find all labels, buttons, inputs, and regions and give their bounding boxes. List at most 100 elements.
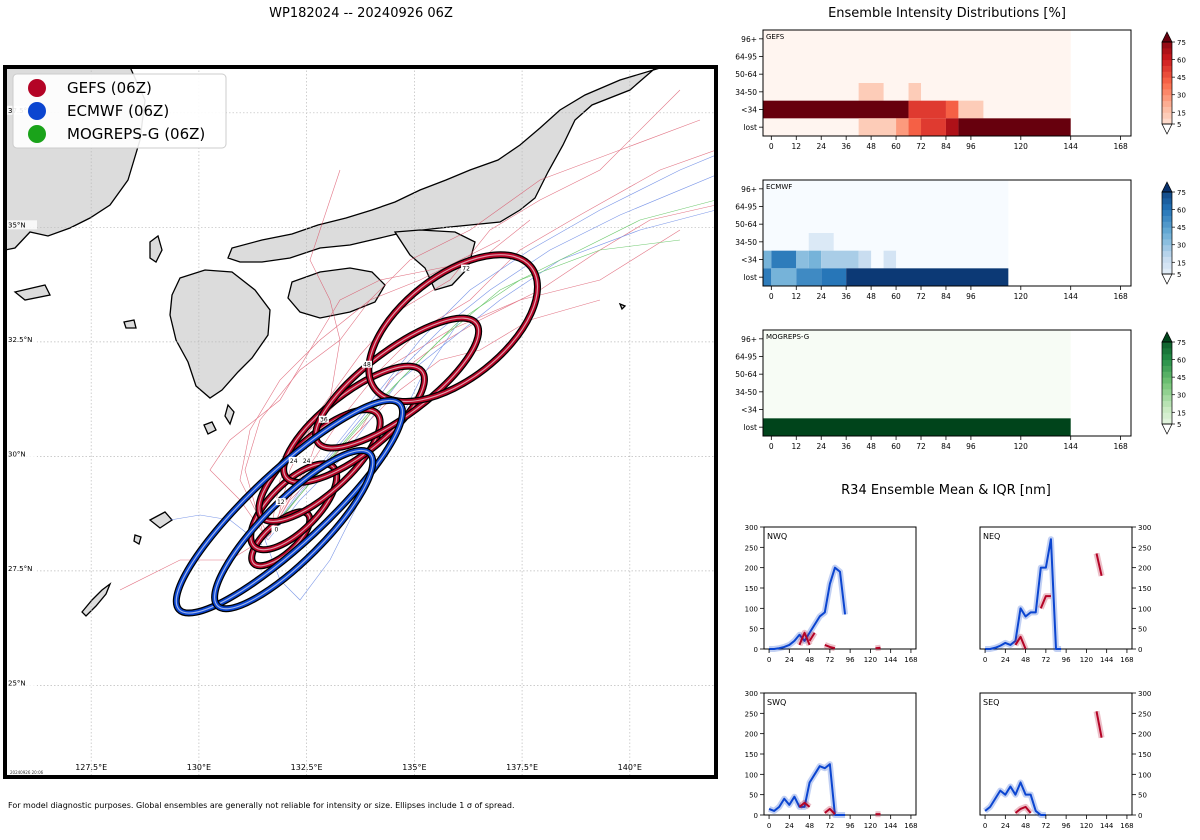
y-tick-label: 100	[745, 605, 758, 613]
x-tick-label: 144	[1064, 442, 1079, 451]
row-label: 50-64	[735, 220, 757, 229]
x-tick-label: 144	[884, 822, 898, 830]
heatmap-cell	[945, 118, 959, 136]
heatmap-cell	[808, 233, 834, 251]
y-tick-label: 100	[1138, 771, 1151, 779]
lon-tick-label: 140°E	[618, 763, 642, 772]
map-frame	[3, 65, 718, 779]
x-tick-label: 60	[891, 142, 901, 151]
yakushima-island	[203, 421, 217, 435]
colorbar-segment	[1162, 250, 1172, 257]
y-tick-label: 100	[1138, 605, 1151, 613]
intensity-heatmaps: GEFS 96+ 64-95 50-64 34-50 <34 lost 0 12 24 36 48 60…	[735, 29, 1186, 451]
row-label: <34	[741, 106, 757, 115]
lat-tick-bg	[7, 220, 37, 230]
track-ellipses	[172, 251, 541, 617]
r34-panel-neq: NEQ 0 24 48 72 96 120 144 168 0 50 100 150 200 250 300	[979, 524, 1151, 664]
r34-panel-nwq: NWQ 0 24 48 72 96 120 144 168 0 50 100 150 200 250 300	[745, 524, 918, 664]
y-tick-label: 0	[1138, 646, 1142, 654]
colorbar-segment	[1162, 388, 1172, 396]
y-tick-label: 150	[1138, 585, 1151, 593]
ellipse-hour-label: 0	[275, 527, 279, 534]
legend-box	[12, 73, 227, 149]
ellipse-label-bg	[271, 525, 282, 533]
x-tick-label: 72	[916, 292, 926, 301]
colorbar-segment	[1162, 268, 1172, 275]
x-tick-label: 12	[791, 292, 801, 301]
row-label: 34-50	[735, 238, 757, 247]
colorbar-segment	[1162, 365, 1172, 372]
row-label: 96+	[741, 335, 757, 344]
x-tick-label: 120	[1080, 822, 1093, 830]
x-tick-label: 48	[805, 656, 814, 664]
x-tick-label: 144	[1100, 656, 1114, 664]
colorbar-segment	[1162, 53, 1172, 61]
ellipse-highlight	[214, 449, 374, 610]
footnote: For model diagnostic purposes. Global en…	[8, 801, 515, 810]
y-tick-label: 200	[1138, 565, 1151, 573]
x-tick-label: 60	[891, 292, 901, 301]
colorbar-segment	[1162, 347, 1172, 355]
mogreps-legend-marker	[28, 125, 46, 143]
heatmap-cell	[908, 100, 946, 119]
y-tick-label: 200	[745, 731, 758, 739]
colorbar-segment	[1162, 400, 1172, 407]
r34-title: R34 Ensemble Mean & IQR [nm]	[841, 483, 1051, 498]
x-tick-label: 84	[941, 442, 951, 451]
r34-frame	[979, 692, 1133, 816]
colorbar-tick-label: 30	[1177, 392, 1186, 400]
ellipse-label-bg	[361, 360, 372, 368]
gefs-mean-line	[1039, 595, 1051, 609]
colorbar-segment	[1162, 215, 1172, 222]
row-label: 64-95	[735, 53, 757, 62]
map-timestamp: 20240926 20:06	[10, 770, 44, 775]
x-tick-label: 144	[1064, 292, 1079, 301]
y-tick-label: 150	[745, 751, 758, 759]
map-legend: GEFS (06Z) ECMWF (06Z) MOGREPS-G (06Z)	[12, 73, 227, 149]
y-tick-label: 250	[1138, 544, 1151, 552]
mogreps-legend-label: MOGREPS-G (06Z)	[67, 125, 205, 143]
lat-tick-label: 25°N	[8, 679, 26, 687]
x-tick-label: 24	[1001, 822, 1010, 830]
ellipse-highlight	[175, 399, 404, 614]
colorbar-segment	[1162, 412, 1172, 419]
x-tick-label: 84	[941, 292, 951, 301]
ecmwf-legend-marker	[28, 102, 46, 120]
colorbar-segment	[1162, 262, 1172, 269]
heatmap-cell	[945, 100, 959, 119]
heatmap-cell	[771, 268, 797, 286]
y-tick-label: 50	[749, 626, 758, 634]
heatmap-panel-label: MOGREPS-G	[766, 333, 809, 341]
y-tick-label: 300	[745, 690, 758, 698]
intensity-title: Ensemble Intensity Distributions [%]	[828, 6, 1066, 21]
row-label: 64-95	[735, 353, 757, 362]
r34-panel-seq: SEQ 0 24 48 72 96 120 144 168 0 50 100 150 200 250 300	[979, 690, 1151, 830]
tsushima-island	[149, 234, 163, 263]
x-tick-label: 144	[884, 656, 898, 664]
colorbar-max-arrow	[1161, 31, 1173, 43]
row-label: <34	[741, 406, 757, 415]
colorbar-segment	[1162, 221, 1172, 228]
colorbar-segment	[1162, 406, 1172, 413]
ellipse-label-bg	[275, 498, 286, 506]
colorbar-tick-label: 30	[1177, 92, 1186, 100]
colorbar-tick-label: 45	[1177, 74, 1186, 82]
island-small-4	[618, 302, 627, 311]
heatmap-cell	[763, 268, 772, 286]
heatmap-cell	[858, 118, 897, 136]
heatmap-cell	[796, 268, 822, 286]
colorbar-segment	[1162, 227, 1172, 234]
ellipse-highlight	[250, 463, 338, 551]
row-label: 96+	[741, 35, 757, 44]
lon-tick-label: 130°E	[187, 763, 211, 772]
colorbar-min-arrow	[1161, 423, 1173, 435]
colorbar-min-arrow	[1161, 123, 1173, 135]
r34-panel-label: NEQ	[983, 532, 1000, 541]
x-tick-label: 0	[983, 656, 987, 664]
y-tick-label: 150	[745, 585, 758, 593]
colorbar-segment	[1162, 359, 1172, 366]
colorbar-tick-label: 60	[1177, 207, 1186, 215]
heatmap-cell	[958, 118, 1071, 136]
r34-panel-label: SWQ	[767, 698, 786, 707]
